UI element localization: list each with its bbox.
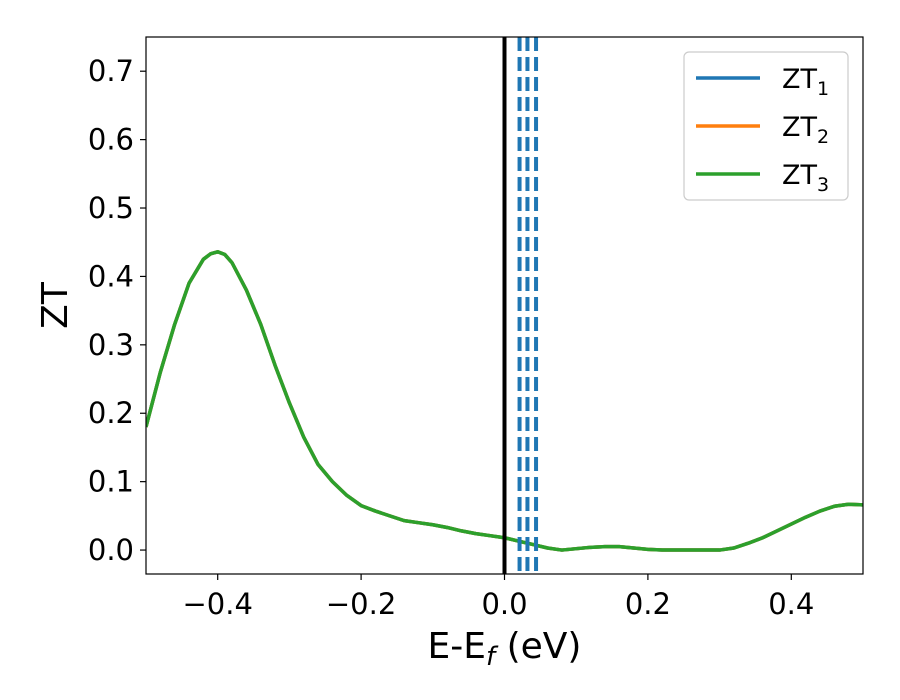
legend: ZT1 ZT2 ZT3 — [683, 51, 849, 201]
x-tick-label: 0.4 — [768, 587, 814, 621]
plot-area — [146, 37, 863, 574]
y-axis-label: ZT — [35, 281, 76, 329]
x-axis-label: E-Ef (eV) — [428, 626, 582, 672]
x-tick-label: −0.2 — [326, 587, 396, 621]
y-tick-label: 0.7 — [88, 54, 134, 88]
y-tick-label: 0.3 — [88, 328, 134, 362]
x-axis-label-unit: (eV) — [495, 626, 581, 667]
series-line-zt3 — [146, 250, 863, 552]
y-tick-label: 0.5 — [88, 191, 134, 225]
y-tick-label: 0.4 — [88, 259, 134, 293]
x-tick-label: 0.2 — [625, 587, 671, 621]
legend-label-zt2: ZT2 — [782, 112, 829, 148]
legend-label-zt3: ZT3 — [782, 160, 829, 196]
y-tick-label: 0.0 — [88, 533, 134, 567]
y-tick-label: 0.2 — [88, 396, 134, 430]
y-tick-label: 0.6 — [88, 123, 134, 157]
x-tick-label: 0.0 — [481, 587, 527, 621]
x-axis-label-main: E-E — [428, 626, 486, 667]
y-tick-label: 0.1 — [88, 465, 134, 499]
x-tick-label: −0.4 — [182, 587, 252, 621]
axis-ticks: −0.4 −0.2 0.0 0.2 0.4 0.0 0.1 0.2 0.3 0.4 0.5 0.6 0.… — [88, 54, 814, 621]
legend-label-zt1: ZT1 — [782, 64, 829, 100]
legend-box — [683, 51, 849, 201]
